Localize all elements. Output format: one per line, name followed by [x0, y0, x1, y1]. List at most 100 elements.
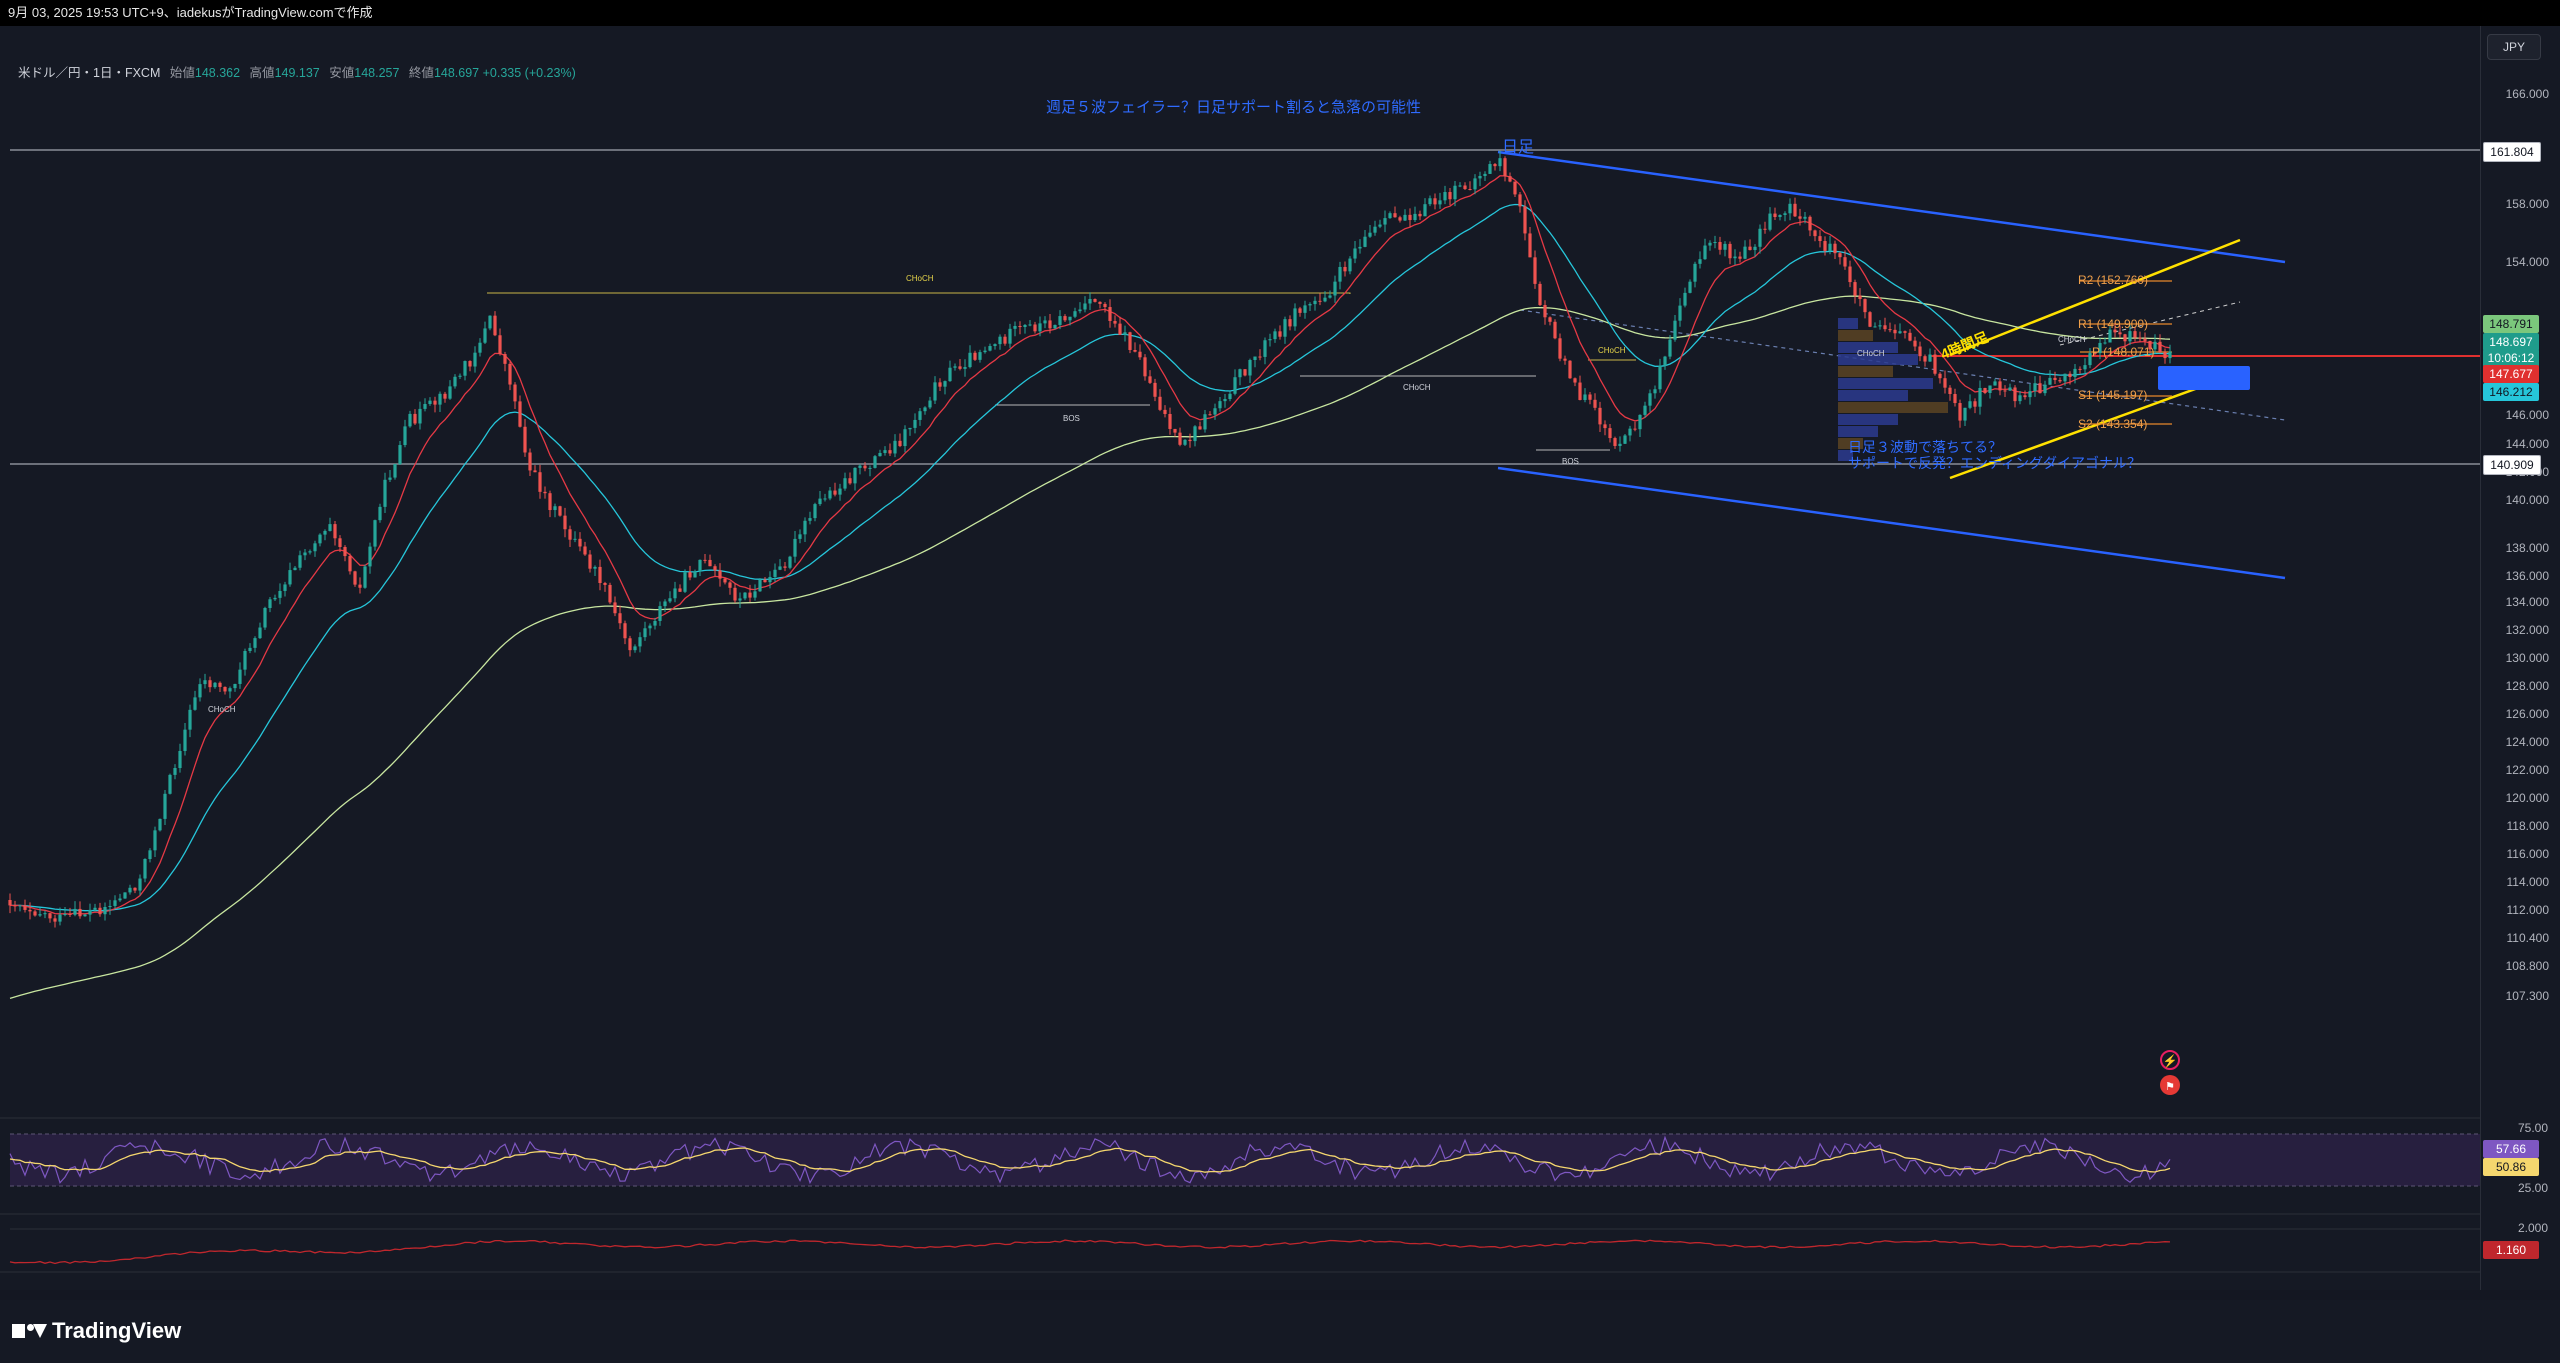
candle-body: [1668, 339, 1672, 357]
candle-body: [1543, 305, 1547, 318]
candle-body: [458, 375, 462, 377]
candle-body: [2093, 353, 2097, 355]
volume-profile-bar: [1838, 342, 1898, 353]
candle-body: [1913, 340, 1917, 347]
candle-body: [663, 601, 667, 607]
candle-body: [643, 628, 647, 638]
price-axis[interactable]: JPY 166.000 158.000 154.000 146.000 144.000 1…: [2480, 26, 2560, 1290]
symbol-legend[interactable]: 米ドル／円・1日・FXCM 始値148.362 高値149.137 安値148.…: [18, 62, 576, 81]
candle-body: [173, 768, 177, 775]
candle-body: [263, 607, 267, 628]
candle-body: [2123, 334, 2127, 342]
candle-body: [1768, 213, 1772, 230]
brand-name: TradingView: [52, 1318, 182, 1343]
tag-high: 148.791: [2483, 315, 2539, 333]
candle-body: [1273, 331, 1277, 340]
wedge-lower: [1949, 378, 2221, 480]
flag-icon-glyph: ⚑: [2165, 1081, 2175, 1093]
candle-body: [698, 559, 702, 572]
headline-annotation[interactable]: 週足５波フェイラー？日足サポート割ると急落の可能性: [1046, 99, 1422, 116]
candle-body: [1218, 401, 1222, 409]
candle-body: [773, 569, 777, 577]
candle-body: [1673, 320, 1677, 340]
candle-body: [538, 472, 542, 492]
candle-body: [1918, 346, 1922, 357]
candle-body: [823, 498, 827, 500]
candle-body: [288, 570, 292, 585]
price-tick: 110.400: [2506, 931, 2550, 945]
candle-body: [828, 490, 832, 499]
candle-body: [848, 478, 852, 484]
ma-fast-line: [9, 175, 2171, 915]
candle-body: [568, 529, 572, 540]
daily-label[interactable]: 日足: [1502, 139, 1535, 156]
candle-body: [488, 315, 492, 329]
candle-body: [1558, 338, 1562, 359]
candle-body: [1713, 242, 1717, 244]
candle-body: [398, 445, 402, 465]
volume-profile-bar: [1838, 426, 1878, 437]
price-chart-canvas[interactable]: ⚡ ⚑: [0, 26, 2480, 1290]
high-label: 高値: [249, 66, 275, 80]
candle-body: [418, 408, 422, 424]
candle-body: [373, 520, 377, 547]
candle-body: [878, 452, 882, 457]
candle-body: [1308, 304, 1312, 306]
candle-body: [1038, 323, 1042, 332]
candle-body: [463, 361, 467, 376]
candle-body: [338, 538, 342, 548]
candle-body: [1723, 243, 1727, 250]
alert-icon: [2160, 1050, 2180, 1070]
candle-body: [1033, 324, 1037, 332]
candle-body: [2098, 342, 2102, 354]
tradingview-logo[interactable]: TradingView: [12, 1316, 181, 1346]
candle-body: [1598, 407, 1602, 425]
candle-body: [1193, 426, 1197, 442]
price-tick: 130.000: [2505, 651, 2549, 665]
candle-body: [2023, 395, 2027, 398]
candle-body: [353, 571, 357, 585]
currency-button[interactable]: JPY: [2487, 34, 2541, 60]
close-label: 終値: [408, 66, 434, 80]
candle-body: [1583, 394, 1587, 400]
wave-annotation-2[interactable]: サポートで反発？エンディングダイアゴナル？: [1848, 455, 2142, 471]
candle-body: [1403, 214, 1407, 221]
candle-body: [808, 518, 812, 521]
candle-body: [1728, 243, 1732, 259]
candle-body: [163, 793, 167, 819]
price-tick: 166.000: [2505, 87, 2549, 101]
dotted-line-2: [2059, 301, 2241, 346]
candle-body: [473, 352, 477, 367]
volume-profile-bar: [1838, 354, 1918, 365]
candle-body: [1468, 188, 1472, 190]
candle-body: [33, 911, 37, 916]
candle-body: [1423, 204, 1427, 217]
candle-body: [1633, 428, 1637, 430]
candle-body: [1508, 176, 1512, 182]
candle-body: [58, 914, 62, 922]
candle-body: [713, 566, 717, 571]
candle-body: [193, 697, 197, 710]
candle-body: [753, 591, 757, 598]
price-tick: 122.000: [2505, 763, 2549, 777]
candle-body: [783, 566, 787, 568]
candle-body: [1488, 164, 1492, 174]
candle-body: [413, 413, 417, 424]
candle-body: [1973, 401, 1977, 407]
candle-body: [1983, 387, 1987, 393]
pivot-s2-label: S2 (143.354): [2078, 417, 2148, 431]
chart-area[interactable]: ⚡ ⚑ 週足５波フェイラー？日足サポート割ると急落の可能性 日足 4時間足 日足…: [0, 26, 2480, 1322]
candle-body: [1513, 181, 1517, 195]
candle-body: [1783, 213, 1787, 215]
volume-profile-bar: [1838, 366, 1893, 377]
candle-body: [1833, 243, 1837, 254]
candle-body: [1528, 233, 1532, 258]
symbol-name[interactable]: 米ドル／円・1日・FXCM: [18, 66, 161, 80]
candle-body: [1698, 259, 1702, 264]
price-tick: 134.000: [2505, 595, 2549, 609]
candle-body: [1453, 185, 1457, 200]
candle-body: [623, 623, 627, 639]
candle-body: [133, 887, 137, 891]
wave-annotation-1[interactable]: 日足３波動で落ちてる？: [1848, 439, 2002, 455]
candle-body: [368, 546, 372, 567]
